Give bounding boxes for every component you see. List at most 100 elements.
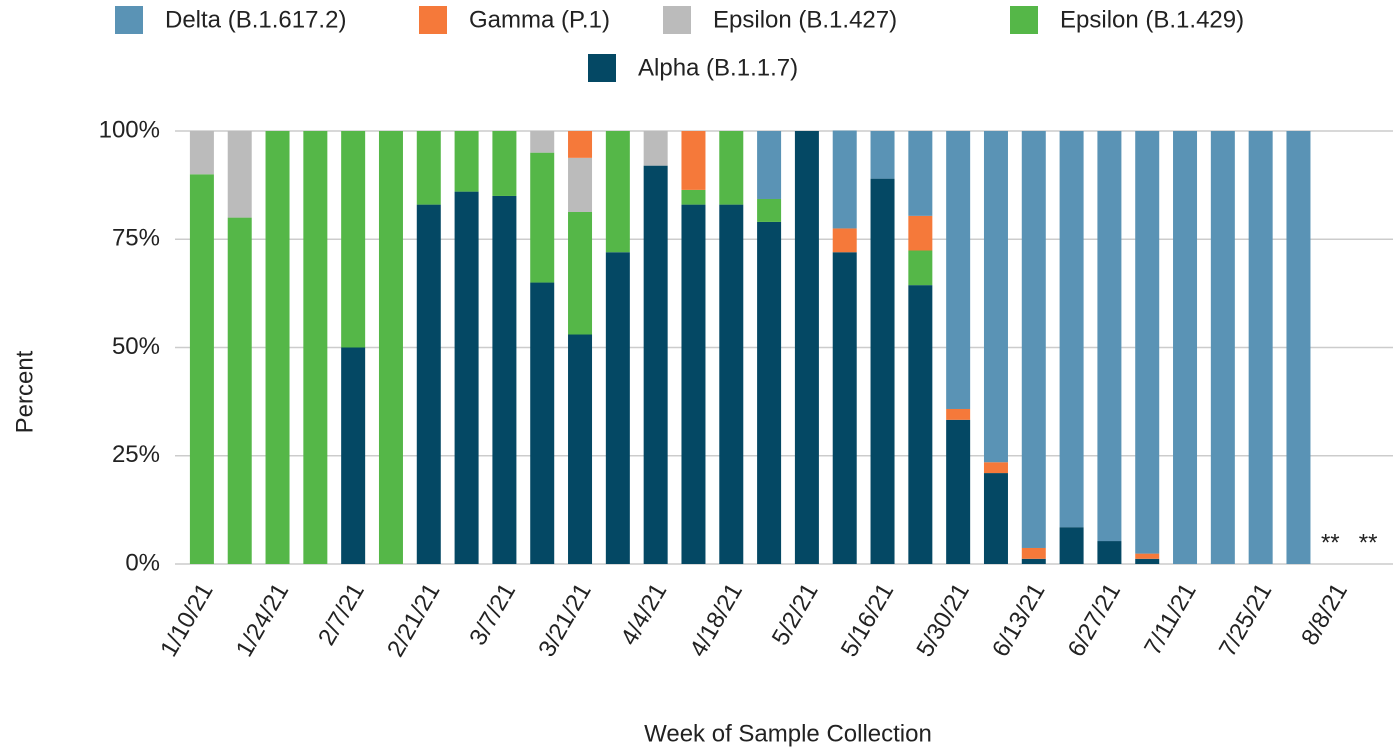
bar-segment <box>416 131 441 205</box>
bar-segment <box>454 191 479 564</box>
bar-segment <box>908 285 933 564</box>
bar-segment <box>416 204 441 565</box>
legend-label: Delta (B.1.617.2) <box>165 6 346 33</box>
x-tick-label: 1/10/21 <box>155 579 218 662</box>
bar-segment <box>530 282 555 564</box>
x-tick-label: 5/2/21 <box>767 579 824 650</box>
bar-segment <box>1059 527 1084 564</box>
x-axis-label: Week of Sample Collection <box>644 720 932 747</box>
bar-segment <box>1286 131 1311 564</box>
legend-label: Epsilon (B.1.427) <box>713 6 897 33</box>
bar-segment <box>983 131 1008 463</box>
bar-segment <box>1021 547 1046 559</box>
bar-segment <box>227 131 252 218</box>
x-tick-label: 3/21/21 <box>533 579 596 662</box>
bar-segment <box>454 131 479 192</box>
bar-segment <box>794 131 819 564</box>
bar-segment <box>1097 131 1122 542</box>
bar-segment <box>681 204 706 565</box>
bar-segment <box>568 211 593 335</box>
bar-segment <box>378 131 403 564</box>
bar-segment <box>1135 553 1160 559</box>
bar-segment <box>681 131 706 190</box>
bar-segment <box>1059 131 1084 528</box>
bar-segment <box>719 131 744 205</box>
bar-segment <box>643 131 668 166</box>
bar-segment <box>568 131 593 158</box>
x-tick-label: 4/18/21 <box>685 579 748 662</box>
bar-segment <box>946 131 971 409</box>
bar-segment <box>757 198 782 222</box>
x-tick-label: 2/21/21 <box>382 579 445 662</box>
bar-segment <box>983 462 1008 474</box>
bar-segment <box>908 131 933 216</box>
bar-segment <box>492 131 517 196</box>
bar-segment <box>757 131 782 199</box>
x-tick-label: 8/8/21 <box>1296 579 1353 650</box>
bar-segment <box>568 157 593 212</box>
bar-segment <box>1173 131 1198 564</box>
bar-segment <box>643 165 668 564</box>
bar-segment <box>492 195 517 564</box>
bar-segment <box>605 131 630 253</box>
bar-segment <box>983 473 1008 564</box>
bar-segment <box>832 252 857 565</box>
bar-segment <box>681 189 706 205</box>
bar-segment <box>1135 558 1160 564</box>
bar-segment <box>1097 541 1122 564</box>
legend-label: Gamma (P.1) <box>469 6 610 33</box>
x-tick-label: 4/4/21 <box>616 579 673 650</box>
bar-segment <box>341 347 366 564</box>
bar-segment <box>870 178 895 564</box>
legend-swatch <box>663 6 691 34</box>
bar-segment <box>719 204 744 565</box>
y-axis-label: Percent <box>11 350 38 433</box>
bar-segment <box>946 419 971 564</box>
legend-swatch <box>419 6 447 34</box>
bar-segment <box>189 131 214 175</box>
x-tick-label: 7/11/21 <box>1139 579 1202 660</box>
y-tick-label: 0% <box>125 549 160 576</box>
bar-segment <box>341 131 366 348</box>
bar-segment <box>1210 131 1235 564</box>
y-tick-label: 25% <box>112 441 160 468</box>
legend-swatch <box>588 54 616 82</box>
bar-segment <box>265 131 290 564</box>
x-tick-label: 5/30/21 <box>911 579 974 662</box>
bar-note: ** <box>1321 529 1340 556</box>
bar-segment <box>1135 131 1160 554</box>
bar-segment <box>568 334 593 564</box>
bar-segment <box>908 215 933 251</box>
legend-label: Alpha (B.1.1.7) <box>638 54 798 81</box>
bar-segment <box>832 130 857 229</box>
bar-segment <box>908 250 933 286</box>
x-tick-label: 5/16/21 <box>836 579 899 662</box>
bar-segment <box>303 131 328 564</box>
bar-segment <box>1021 131 1046 548</box>
bar-segment <box>227 217 252 564</box>
x-tick-label: 6/27/21 <box>1063 579 1126 662</box>
x-tick-label: 7/25/21 <box>1214 579 1277 662</box>
x-tick-label: 6/13/21 <box>987 579 1050 662</box>
bar-segment <box>1021 558 1046 564</box>
bar-segment <box>605 252 630 565</box>
bar-segment <box>757 221 782 564</box>
bar-segment <box>870 131 895 179</box>
x-tick-label: 1/24/21 <box>231 579 294 662</box>
bar-segment <box>1248 131 1273 564</box>
y-tick-label: 75% <box>112 225 160 252</box>
bar-segment <box>530 131 555 153</box>
y-tick-label: 100% <box>99 116 160 143</box>
x-tick-label: 3/7/21 <box>464 579 521 650</box>
bar-segment <box>530 152 555 283</box>
bar-segment <box>189 174 214 565</box>
x-tick-label: 2/7/21 <box>313 579 370 650</box>
y-tick-label: 50% <box>112 333 160 360</box>
bar-note: ** <box>1359 529 1378 556</box>
bar-segment <box>946 408 971 420</box>
bar-segment <box>832 228 857 253</box>
legend-swatch <box>115 6 143 34</box>
legend-label: Epsilon (B.1.429) <box>1060 6 1244 33</box>
